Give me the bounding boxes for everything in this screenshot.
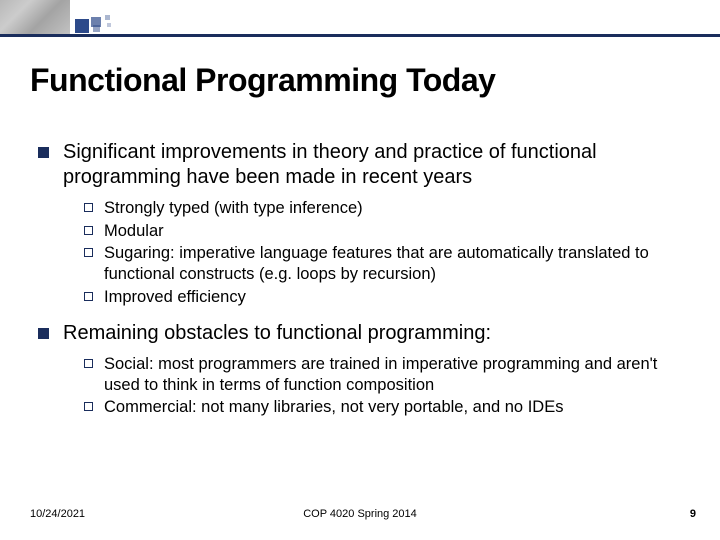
slide-footer: 10/24/2021 COP 4020 Spring 2014 9	[0, 508, 720, 526]
bullet-l1: Remaining obstacles to functional progra…	[38, 321, 690, 346]
slide-title: Functional Programming Today	[30, 62, 495, 99]
header-rule	[0, 34, 720, 37]
bullet-l2-text: Social: most programmers are trained in …	[104, 354, 690, 395]
corner-photo	[0, 0, 70, 34]
bullet-l2-text: Improved efficiency	[104, 287, 246, 308]
square-bullet-icon	[38, 328, 49, 339]
footer-date: 10/24/2021	[30, 508, 85, 520]
bullet-l2-text: Sugaring: imperative language features t…	[104, 243, 690, 284]
hollow-square-bullet-icon	[84, 248, 93, 257]
hollow-square-bullet-icon	[84, 292, 93, 301]
bullet-l2-text: Strongly typed (with type inference)	[104, 198, 363, 219]
hollow-square-bullet-icon	[84, 402, 93, 411]
bullet-l2: Sugaring: imperative language features t…	[84, 243, 690, 284]
bullet-l2: Improved efficiency	[84, 287, 690, 308]
bullet-l1-text: Remaining obstacles to functional progra…	[63, 321, 491, 346]
footer-page-number: 9	[690, 508, 696, 520]
square-bullet-icon	[38, 147, 49, 158]
footer-course: COP 4020 Spring 2014	[303, 508, 417, 520]
hollow-square-bullet-icon	[84, 226, 93, 235]
sub-bullet-group: Strongly typed (with type inference) Mod…	[84, 198, 690, 307]
hollow-square-bullet-icon	[84, 203, 93, 212]
sub-bullet-group: Social: most programmers are trained in …	[84, 354, 690, 418]
slide-body: Significant improvements in theory and p…	[38, 140, 690, 432]
slide-header-decoration	[0, 0, 720, 40]
bullet-l2: Modular	[84, 221, 690, 242]
bullet-l2: Commercial: not many libraries, not very…	[84, 397, 690, 418]
bullet-l2-text: Commercial: not many libraries, not very…	[104, 397, 563, 418]
hollow-square-bullet-icon	[84, 359, 93, 368]
bullet-l2: Strongly typed (with type inference)	[84, 198, 690, 219]
bullet-l2: Social: most programmers are trained in …	[84, 354, 690, 395]
bullet-l1: Significant improvements in theory and p…	[38, 140, 690, 190]
bullet-l1-text: Significant improvements in theory and p…	[63, 140, 690, 190]
bullet-l2-text: Modular	[104, 221, 164, 242]
